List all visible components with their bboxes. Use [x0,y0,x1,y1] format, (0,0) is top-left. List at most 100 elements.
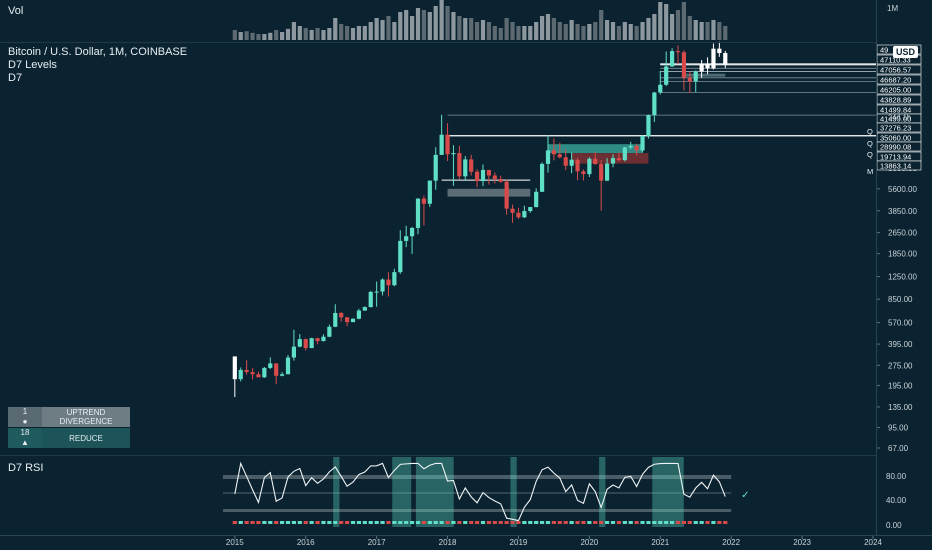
candle-body[interactable] [646,115,651,136]
candle-body[interactable] [356,310,362,319]
candle-body[interactable] [693,71,698,82]
candle-body[interactable] [439,134,444,155]
candle-body[interactable] [640,135,645,151]
candle-body[interactable] [285,357,291,375]
candle-body[interactable] [628,145,633,148]
candle-body[interactable] [723,53,728,65]
indicator-d7-levels[interactable]: D7 Levels [8,59,57,71]
rsi-pane-title[interactable]: D7 RSI [8,462,44,474]
candle-body[interactable] [551,150,557,155]
candle-body[interactable] [534,191,539,208]
candle-body[interactable] [581,171,586,175]
volume-bar [545,14,551,40]
candle-body[interactable] [652,92,657,116]
candle-body[interactable] [344,317,350,323]
candle-body[interactable] [457,153,462,177]
candle-body[interactable] [409,227,415,237]
candle-body[interactable] [333,312,338,327]
candle-body[interactable] [368,291,373,308]
candle-body[interactable] [415,198,421,228]
candle-body[interactable] [675,51,681,53]
candle-body[interactable] [681,52,687,78]
candle-body[interactable] [498,179,503,182]
candle-body[interactable] [309,338,314,349]
candle-body[interactable] [528,207,533,212]
candle-body[interactable] [593,158,598,165]
candle-body[interactable] [238,369,243,380]
symbol-title[interactable]: Bitcoin / U.S. Dollar, 1M, COINBASE [8,46,188,58]
candle-body[interactable] [705,64,710,69]
candle-body[interactable] [291,346,297,358]
rsi-signal-segment [427,521,432,524]
candle-body[interactable] [539,163,545,192]
candle-body[interactable] [279,374,285,376]
candle-body[interactable] [545,150,551,164]
candle-body[interactable] [321,336,326,342]
candle-body[interactable] [599,164,604,181]
candle-body[interactable] [622,147,627,161]
indicator-d7[interactable]: D7 [8,72,23,84]
candle-body[interactable] [516,212,521,218]
candle-body[interactable] [303,339,308,349]
candle-body[interactable] [362,307,367,311]
candle-body[interactable] [297,339,302,347]
candle-body[interactable] [445,134,450,155]
candle-body[interactable] [563,157,568,166]
candle-body[interactable] [504,181,509,209]
candle-body[interactable] [717,48,722,54]
candle-body[interactable] [268,363,273,368]
candle-body[interactable] [463,159,468,177]
candle-body[interactable] [557,154,562,158]
candle-body[interactable] [522,211,527,218]
candle-body[interactable] [433,154,438,181]
candle-body[interactable] [427,180,432,204]
candle-body[interactable] [421,198,427,204]
candle-body[interactable] [262,367,267,378]
currency-badge[interactable]: USD [893,46,919,58]
candle-body[interactable] [386,279,391,286]
candle-body[interactable] [474,171,480,182]
candle-body[interactable] [616,158,622,161]
candle-body[interactable] [699,64,704,72]
candle-body[interactable] [634,145,639,151]
candle-body[interactable] [315,338,320,342]
candle-body[interactable] [327,326,332,337]
candle-body[interactable] [664,66,669,85]
candle-body[interactable] [256,374,261,378]
candle-body[interactable] [398,240,403,273]
candle-body[interactable] [510,208,515,213]
candle-body[interactable] [232,356,237,380]
candle-body[interactable] [451,153,456,155]
candle-body[interactable] [404,236,409,241]
candle-body[interactable] [575,159,580,172]
candle-body[interactable] [669,51,675,67]
candle-body[interactable] [569,159,574,166]
candle-body[interactable] [658,84,663,93]
candle-body[interactable] [374,291,379,293]
candle-body[interactable] [687,77,692,82]
signal-reduce: 18 ▲ REDUCE [8,428,130,448]
volume-bar [664,4,669,40]
candle-body[interactable] [480,169,486,182]
candle-body[interactable] [339,312,344,318]
candle-body[interactable] [492,175,497,180]
candle-body[interactable] [610,158,616,164]
candle-body[interactable] [587,158,592,175]
rsi-signal-segment [256,521,261,524]
rsi-signal-segment [386,521,391,524]
candle-body[interactable] [250,372,255,375]
candle-body[interactable] [486,169,492,176]
candle-body[interactable] [244,369,249,373]
time-tick-label: 2019 [510,538,528,547]
candle-body[interactable] [274,363,279,376]
candle-body[interactable] [380,279,385,292]
candle-body[interactable] [350,318,356,323]
volume-bar [291,22,297,40]
rsi-line[interactable] [234,461,726,522]
candle-body[interactable] [392,272,397,286]
candle-body[interactable] [711,48,716,69]
volume-bar [244,31,249,40]
candle-body[interactable] [604,163,610,181]
candle-body[interactable] [469,159,474,172]
